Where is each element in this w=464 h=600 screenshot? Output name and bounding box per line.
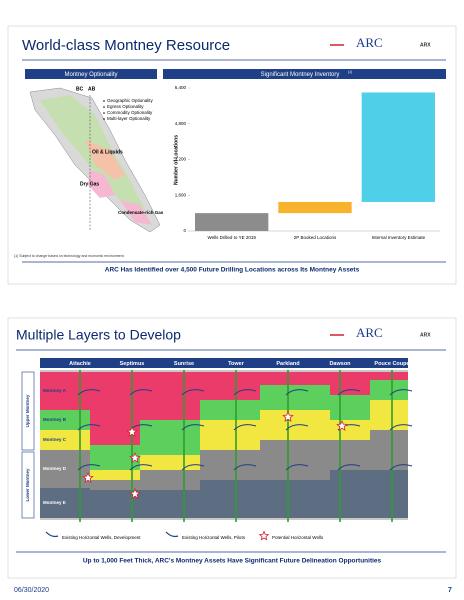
bullet-dot bbox=[103, 106, 105, 108]
map bbox=[29, 87, 161, 233]
layer-label: Montney A bbox=[43, 388, 67, 393]
lateral bbox=[389, 464, 413, 471]
lateral bbox=[233, 424, 257, 431]
layer-label: Montney B bbox=[43, 417, 67, 422]
lateral bbox=[233, 464, 257, 471]
potential-well bbox=[129, 487, 141, 499]
lateral bbox=[129, 464, 153, 471]
logo: ARC bbox=[356, 35, 383, 50]
x-tick-label: 2P Booked Locations bbox=[294, 235, 337, 240]
lateral bbox=[285, 424, 309, 431]
location-label: Pouce Coupe bbox=[374, 361, 409, 367]
lateral bbox=[77, 424, 101, 431]
ticker: ARX bbox=[420, 42, 431, 48]
potential-well bbox=[336, 419, 348, 431]
map-label: BC bbox=[76, 86, 84, 92]
location-header bbox=[40, 358, 408, 368]
title-note: (1) bbox=[348, 70, 352, 74]
lateral bbox=[389, 424, 413, 431]
layer-label: Montney C bbox=[43, 437, 67, 442]
legend-symbol bbox=[165, 531, 179, 538]
logo: ARC bbox=[356, 325, 383, 340]
panel-header bbox=[25, 69, 157, 79]
banner: Up to 1,000 Feet Thick, ARC's Montney As… bbox=[83, 558, 382, 565]
legend-symbol bbox=[258, 530, 270, 541]
slide-title: Multiple Layers to Develop bbox=[16, 327, 181, 343]
zone-label: Upper Montney bbox=[25, 394, 30, 427]
panel-title: Significant Montney Inventory bbox=[261, 72, 340, 78]
x-tick-label: Internal Inventory Estimate bbox=[372, 235, 426, 240]
ticker: ARX bbox=[420, 332, 431, 338]
potential-well bbox=[82, 471, 94, 483]
legend-label: Potential Horizontal Wells bbox=[272, 535, 324, 540]
lateral bbox=[181, 389, 205, 396]
lateral bbox=[285, 389, 309, 396]
page-number: 7 bbox=[448, 587, 452, 594]
map-label: Dry Gas bbox=[80, 181, 99, 187]
banner: ARC Has Identified over 4,500 Future Dri… bbox=[105, 267, 360, 274]
y-tick-label: 6,400 bbox=[175, 85, 187, 90]
panel-title: Montney Optionality bbox=[64, 72, 117, 78]
location-label: Parkland bbox=[276, 361, 299, 367]
bar bbox=[278, 201, 352, 214]
lateral bbox=[181, 464, 205, 471]
slide-title: World-class Montney Resource bbox=[22, 37, 230, 54]
potential-well bbox=[126, 425, 138, 437]
location-label: Attachie bbox=[69, 361, 91, 367]
lateral bbox=[129, 389, 153, 396]
lateral bbox=[337, 389, 361, 396]
location-label: Dawson bbox=[329, 361, 351, 367]
bullet-text: Multi-layer Optionality bbox=[107, 116, 151, 121]
cross-section: Montney A Montney B Montney C Montney D Mont… bbox=[40, 361, 413, 522]
y-tick-label: 3,200 bbox=[175, 157, 187, 162]
lateral bbox=[233, 389, 257, 396]
bullet-text: Geographic Optionality bbox=[107, 98, 154, 103]
bar bbox=[195, 213, 269, 231]
layer-label: Montney D bbox=[43, 466, 67, 471]
bullet-text: Commodity Optionality bbox=[107, 110, 153, 115]
y-tick-label: 0 bbox=[183, 228, 186, 233]
lateral bbox=[285, 464, 309, 471]
x-tick-label: Wells Drilled to YE 2019 bbox=[207, 235, 256, 240]
lateral bbox=[389, 389, 413, 396]
potential-well bbox=[282, 410, 294, 422]
bullet-dot bbox=[103, 112, 105, 114]
location-label: Tower bbox=[228, 361, 245, 367]
bullet-dot bbox=[103, 100, 105, 102]
lateral bbox=[337, 464, 361, 471]
location-label: Septimus bbox=[120, 361, 145, 367]
map-label: Oil & Liquids bbox=[92, 149, 123, 155]
layer-label: Montney E bbox=[43, 500, 66, 505]
layer bbox=[40, 430, 408, 490]
footnote: (1) Subject to change based on technolog… bbox=[14, 254, 125, 258]
legend: Existing Horizontal Wells, Development Ex… bbox=[45, 530, 324, 541]
lateral bbox=[77, 389, 101, 396]
y-tick-label: 1,600 bbox=[175, 192, 187, 197]
layer bbox=[40, 400, 408, 480]
map-label: Condensate-rich Gas bbox=[118, 210, 164, 215]
legend-label: Existing Horizontal Wells, Development bbox=[62, 535, 141, 540]
panel-header bbox=[163, 69, 446, 79]
bullet-text: Egress Optionality bbox=[107, 104, 144, 109]
zone-label: Lower Montney bbox=[25, 468, 30, 501]
bullet-dot bbox=[103, 118, 105, 120]
legend-symbol bbox=[45, 531, 59, 538]
zone-box bbox=[21, 451, 35, 519]
lateral bbox=[77, 464, 101, 471]
location-label: Sunrise bbox=[174, 361, 194, 367]
footer-date: 06/30/2020 bbox=[14, 587, 49, 594]
zone-box bbox=[21, 371, 35, 451]
y-axis-label: Number of Locations bbox=[173, 135, 179, 185]
lateral bbox=[181, 424, 205, 431]
bar bbox=[361, 92, 435, 202]
chart: 0 1,600 3,200 4,800 6,400 Wells Drilled to YE… bbox=[175, 85, 440, 240]
y-tick-label: 4,800 bbox=[175, 121, 187, 126]
legend-label: Existing Horizontal Wells, Pilots bbox=[182, 535, 246, 540]
map-label: AB bbox=[88, 86, 96, 92]
potential-well bbox=[129, 451, 141, 463]
